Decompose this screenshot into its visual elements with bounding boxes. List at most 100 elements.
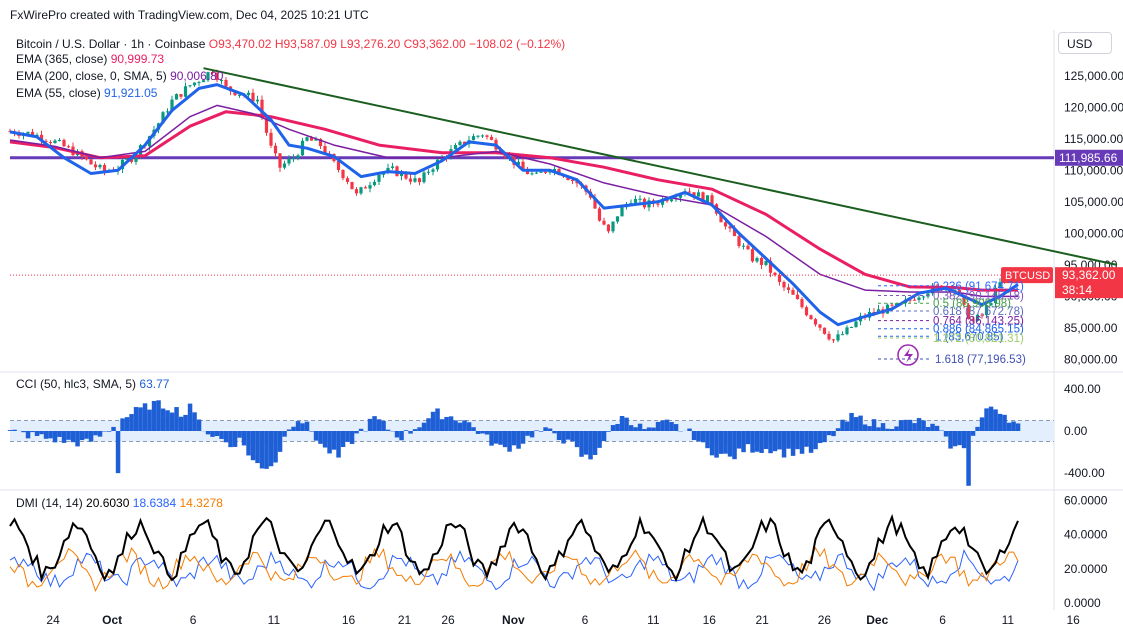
cci-bar: [12, 429, 17, 431]
candle-body: [39, 134, 44, 141]
time-axis-tick: 11: [1002, 613, 1015, 627]
cci-bar: [210, 431, 215, 437]
candle-body: [431, 169, 435, 172]
symbol-header: Bitcoin / U.S. Dollar · 1h · Coinbase O9…: [16, 37, 565, 51]
price-axis-tick: 100,000.00: [1064, 226, 1123, 240]
cci-bar: [399, 431, 404, 441]
resistance-price-label: 111,985.66: [1059, 151, 1118, 165]
candle-body: [165, 111, 170, 113]
candle-body: [188, 85, 192, 87]
candle-body: [768, 260, 773, 273]
cci-bar: [646, 427, 652, 431]
cci-bar: [826, 431, 832, 436]
cci-bar: [525, 431, 530, 436]
ema55-line: [9, 83, 1019, 327]
candle-body: [336, 161, 341, 170]
candle-body: [534, 172, 539, 174]
cci-bar: [795, 431, 800, 450]
price-axis-tick: 125,000.00: [1064, 69, 1123, 83]
price-axis-tick: 105,000.00: [1064, 195, 1123, 209]
cci-bar: [250, 431, 256, 461]
currency-button[interactable]: USD: [1058, 32, 1112, 54]
cci-bar: [48, 431, 53, 439]
cci-bar: [655, 421, 661, 431]
cci-bar: [79, 431, 85, 441]
time-axis-tick: 16: [703, 613, 717, 627]
downtrend-line: [203, 67, 1118, 266]
candle-body: [701, 192, 705, 202]
cci-bar: [66, 431, 71, 440]
ohlc-open: O93,470.02: [208, 37, 272, 51]
candle-body: [260, 99, 264, 117]
candle-body: [593, 197, 597, 209]
cci-bar: [547, 428, 553, 431]
candle-body: [219, 79, 224, 81]
cci-bar: [187, 403, 193, 431]
candle-body: [854, 321, 858, 327]
cci-bar: [579, 431, 584, 457]
cci-bar: [813, 431, 818, 450]
candle-body: [480, 135, 485, 137]
cci-bar: [183, 414, 188, 431]
candle-body: [633, 198, 638, 203]
cci-bar: [943, 431, 949, 437]
price-axis-tick: 120,000.00: [1064, 100, 1123, 114]
cci-bar: [817, 431, 823, 444]
cci-bar: [466, 422, 472, 431]
cci-bar: [417, 427, 422, 431]
cci-bar: [966, 431, 971, 486]
cci-bar: [552, 431, 557, 434]
candle-body: [962, 295, 966, 305]
symbol-tag-label: BTCUSD: [1005, 270, 1050, 282]
cci-bar: [52, 431, 58, 443]
candle-body: [341, 169, 345, 179]
cci-bar: [988, 406, 994, 431]
cci-bar: [160, 408, 166, 431]
cci-bar: [849, 412, 854, 431]
cci-bar: [624, 417, 629, 431]
fib-label: 0.764 (86,143.25): [933, 316, 1024, 328]
cci-bar: [925, 427, 931, 431]
cci-bar: [543, 427, 548, 431]
cci-bar: [534, 430, 539, 431]
cci-legend: CCI (50, hlc3, SMA, 5) 63.77: [16, 377, 169, 391]
cci-bar: [601, 431, 607, 442]
cci-bar: [30, 431, 35, 433]
cci-bar: [759, 431, 764, 453]
cci-bar: [367, 418, 373, 431]
candle-body: [408, 178, 413, 182]
candle-body: [296, 155, 300, 159]
cci-bar: [835, 428, 841, 431]
candle-body: [462, 141, 467, 145]
fib-label: 0.618 (87,672.78): [933, 306, 1024, 318]
cci-bar: [768, 431, 773, 454]
cci-bar: [808, 431, 814, 453]
cci-bar: [448, 416, 454, 431]
cci-bar: [300, 423, 305, 431]
candle-body: [174, 94, 179, 100]
candle-body: [183, 86, 188, 97]
candle-body: [818, 324, 822, 328]
candle-body: [93, 164, 98, 168]
cci-bar: [70, 431, 76, 443]
cci-bar: [957, 431, 962, 446]
cci-bar: [804, 431, 809, 447]
last-price-tag: [1055, 267, 1123, 299]
candle-body: [710, 195, 714, 205]
candle-body: [426, 171, 431, 173]
candle-body: [26, 131, 30, 134]
dmi-adx-value: 20.6030: [86, 496, 130, 510]
cci-bar: [291, 426, 296, 431]
dmi-legend: DMI (14, 14) 20.6030 18.6384 14.3278: [16, 496, 223, 510]
cci-bar: [912, 423, 917, 431]
cci-bar: [408, 431, 413, 434]
cci-bar: [871, 419, 877, 431]
cci-bar: [192, 412, 197, 431]
fib-label: 0.886 (84,865.15): [933, 324, 1024, 336]
cci-bar: [219, 431, 224, 439]
time-axis-tick: 6: [939, 613, 946, 627]
candle-body: [705, 195, 710, 202]
candle-body: [912, 299, 917, 301]
cci-bar: [313, 431, 319, 441]
